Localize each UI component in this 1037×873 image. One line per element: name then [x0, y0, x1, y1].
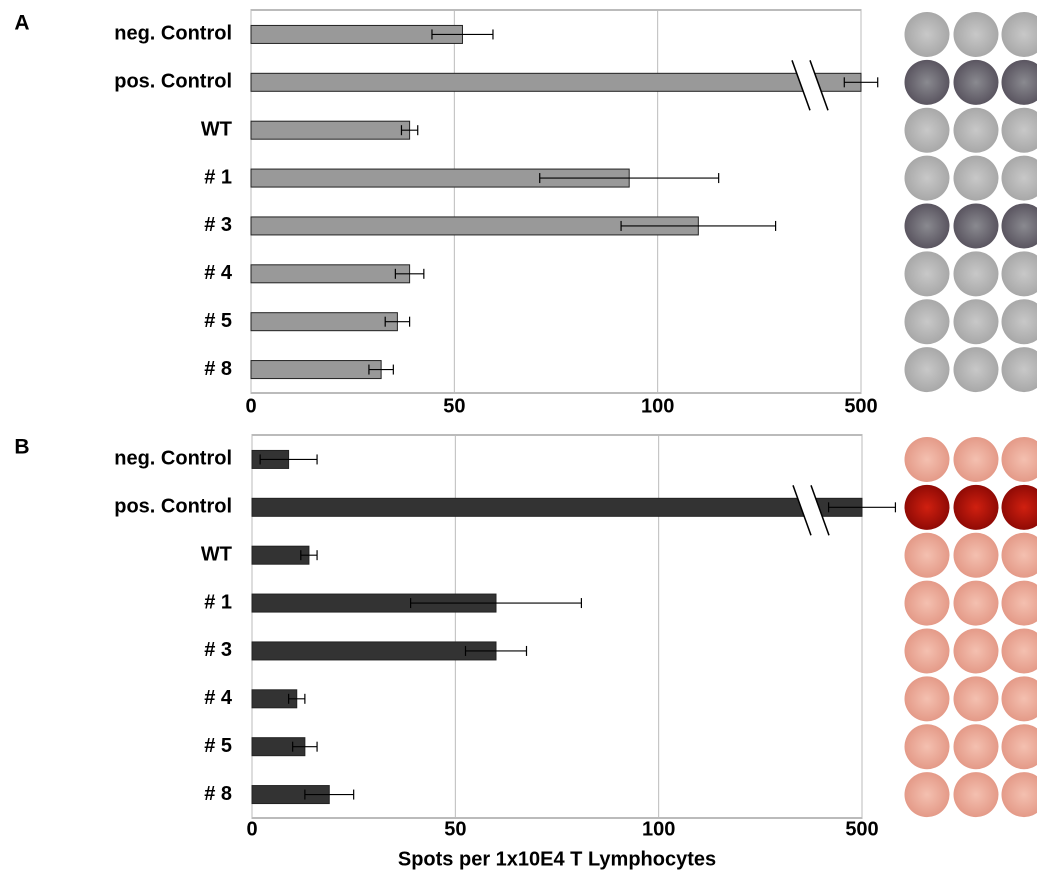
well-image: [1002, 676, 1037, 721]
category-label: # 1: [204, 166, 232, 188]
well-image: [1002, 347, 1037, 392]
bar: [251, 265, 410, 283]
well-image: [954, 251, 999, 296]
x-tick-label: 100: [641, 395, 674, 417]
well-image: [954, 772, 999, 817]
bar: [252, 642, 496, 660]
well-image: [954, 299, 999, 344]
well-image: [954, 724, 999, 769]
category-label: neg. Control: [114, 23, 232, 45]
well-image: [905, 485, 950, 530]
well-image: [1002, 628, 1037, 673]
x-tick-label: 500: [844, 395, 877, 417]
well-image: [905, 437, 950, 482]
plot-frame: [251, 10, 861, 393]
category-label: # 4: [204, 687, 233, 709]
well-image: [905, 581, 950, 626]
bar: [251, 121, 410, 139]
well-image: [1002, 108, 1037, 153]
well-image: [954, 12, 999, 57]
well-image: [954, 60, 999, 105]
x-axis-title: Spots per 1x10E4 T Lymphocytes: [398, 848, 716, 870]
well-image: [954, 156, 999, 201]
well-image: [1002, 533, 1037, 578]
bar: [251, 25, 462, 43]
bar: [252, 498, 862, 516]
well-image: [954, 485, 999, 530]
well-image: [905, 156, 950, 201]
well-image: [905, 203, 950, 248]
well-image: [1002, 437, 1037, 482]
x-tick-label: 0: [246, 818, 257, 840]
category-label: WT: [201, 118, 232, 140]
category-label: # 1: [204, 591, 232, 613]
well-image: [1002, 724, 1037, 769]
well-image: [954, 108, 999, 153]
well-image: [1002, 485, 1037, 530]
panel-label: B: [14, 436, 29, 459]
well-image: [905, 772, 950, 817]
well-image: [1002, 581, 1037, 626]
well-image: [905, 108, 950, 153]
well-image: [1002, 12, 1037, 57]
x-tick-label: 100: [642, 818, 675, 840]
well-image: [954, 347, 999, 392]
category-label: # 3: [204, 214, 232, 236]
x-tick-label: 50: [443, 395, 465, 417]
well-image: [905, 251, 950, 296]
well-image: [1002, 156, 1037, 201]
category-label: pos. Control: [114, 496, 232, 518]
category-label: neg. Control: [114, 448, 232, 470]
well-image: [1002, 203, 1037, 248]
well-image: [905, 299, 950, 344]
bar: [251, 73, 861, 91]
bar: [251, 313, 397, 331]
well-image: [905, 628, 950, 673]
well-image: [905, 347, 950, 392]
well-image: [1002, 251, 1037, 296]
category-label: # 3: [204, 639, 232, 661]
category-label: # 8: [204, 358, 232, 380]
category-label: WT: [201, 543, 232, 565]
category-label: # 8: [204, 783, 232, 805]
well-image: [905, 533, 950, 578]
well-image: [954, 676, 999, 721]
well-image: [954, 533, 999, 578]
x-tick-label: 0: [245, 395, 256, 417]
well-image: [905, 676, 950, 721]
x-tick-label: 50: [444, 818, 466, 840]
well-image: [1002, 772, 1037, 817]
figure: 050100500Aneg. Controlpos. ControlWT# 1#…: [0, 0, 1037, 873]
well-image: [1002, 299, 1037, 344]
category-label: pos. Control: [114, 71, 232, 93]
category-label: # 4: [204, 262, 233, 284]
well-image: [905, 724, 950, 769]
well-image: [1002, 60, 1037, 105]
panel-label: A: [14, 12, 29, 35]
plot-frame: [252, 435, 862, 818]
well-image: [954, 437, 999, 482]
well-image: [954, 628, 999, 673]
x-tick-label: 500: [845, 818, 878, 840]
bar: [251, 361, 381, 379]
well-image: [905, 12, 950, 57]
well-image: [905, 60, 950, 105]
well-image: [954, 203, 999, 248]
category-label: # 5: [204, 310, 232, 332]
category-label: # 5: [204, 735, 232, 757]
well-image: [954, 581, 999, 626]
